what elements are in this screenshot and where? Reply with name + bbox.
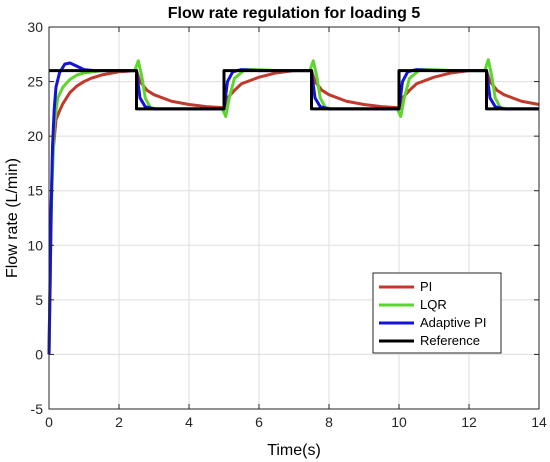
x-tick-label: 14 xyxy=(531,414,547,430)
legend-label-lqr: LQR xyxy=(420,297,447,312)
legend-label-pi: PI xyxy=(420,279,432,294)
x-tick-label: 0 xyxy=(45,414,53,430)
series-line-reference xyxy=(49,69,539,111)
chart-title: Flow rate regulation for loading 5 xyxy=(168,5,421,22)
x-tick-label: 6 xyxy=(255,414,263,430)
series-line-pi xyxy=(47,69,540,355)
x-tick-label: 10 xyxy=(391,414,407,430)
y-axis-label: Flow rate (L/min) xyxy=(4,158,21,278)
y-tick-label: 30 xyxy=(27,19,43,35)
x-tick-label: 12 xyxy=(461,414,477,430)
legend-label-reference: Reference xyxy=(420,333,480,348)
y-tick-label: 15 xyxy=(27,183,43,199)
y-tick-label: 0 xyxy=(35,346,43,362)
y-tick-label: -5 xyxy=(31,401,44,417)
x-tick-label: 2 xyxy=(115,414,123,430)
plot-frame xyxy=(48,26,540,410)
x-axis-label: Time(s) xyxy=(267,442,321,459)
x-tick-label: 4 xyxy=(185,414,193,430)
x-tick-label: 8 xyxy=(325,414,333,430)
series-layer xyxy=(47,58,540,355)
legend: PI LQR Adaptive PI Reference xyxy=(372,272,502,354)
y-tick-label: 10 xyxy=(27,237,43,253)
legend-label-adaptive-pi: Adaptive PI xyxy=(420,315,487,330)
y-tick-label: 5 xyxy=(35,292,43,308)
y-tick-label: 20 xyxy=(27,128,43,144)
y-tick-label: 25 xyxy=(27,74,43,90)
